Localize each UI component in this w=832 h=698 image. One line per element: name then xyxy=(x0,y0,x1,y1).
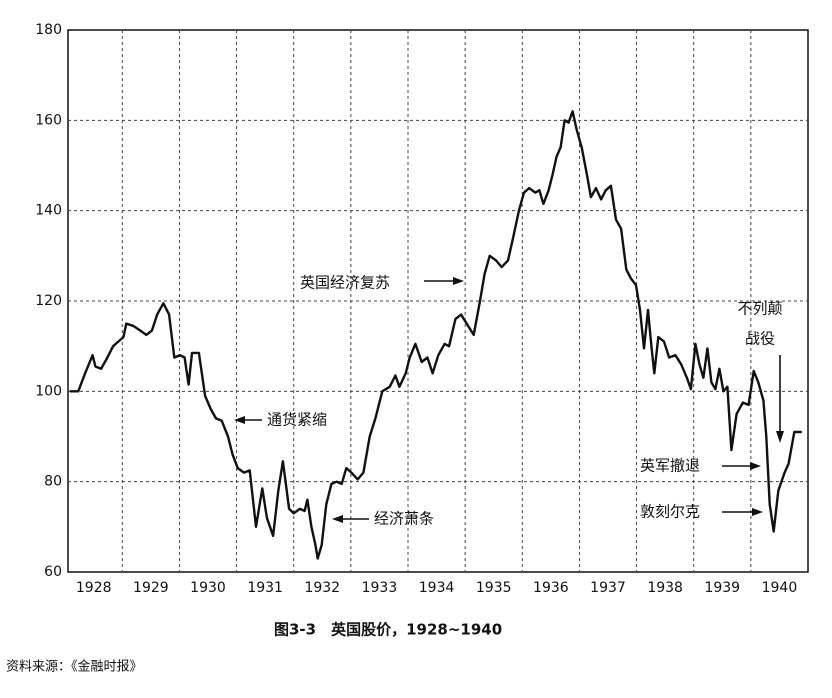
annotation: 英国经济复苏 xyxy=(300,274,390,292)
annotation: 通货紧缩 xyxy=(267,411,327,429)
arrow-head xyxy=(332,515,343,523)
y-tick-label: 180 xyxy=(35,22,62,38)
series xyxy=(69,110,802,560)
x-tick-label: 1928 xyxy=(76,580,112,596)
x-tick-label: 1933 xyxy=(362,580,398,596)
arrow-head xyxy=(776,431,784,443)
x-tick-label: 1931 xyxy=(247,580,283,596)
annotation: 战役 xyxy=(745,330,775,348)
y-tick-label: 80 xyxy=(44,474,62,490)
arrow-head xyxy=(453,277,464,285)
arrow-head xyxy=(750,462,761,470)
annotation: 不列颠 xyxy=(737,300,782,318)
x-tick-label: 1937 xyxy=(590,580,626,596)
line xyxy=(69,110,802,560)
y-tick-label: 160 xyxy=(35,112,62,128)
x-tick-label: 1939 xyxy=(704,580,740,596)
x-tick-label: 1936 xyxy=(533,580,569,596)
x-tick-label: 1940 xyxy=(762,580,798,596)
y-tick-label: 100 xyxy=(35,383,62,399)
caption: 图3-3 英国股价，1928~1940 xyxy=(274,621,502,639)
x-tick-label: 1935 xyxy=(476,580,512,596)
y-tick-label: 60 xyxy=(44,564,62,580)
x-tick-label: 1934 xyxy=(419,580,455,596)
arrow-head xyxy=(752,508,763,516)
x-tick-label: 1932 xyxy=(304,580,340,596)
grid xyxy=(68,30,808,572)
x-tick-label: 1930 xyxy=(190,580,226,596)
annotation: 经济萧条 xyxy=(374,510,434,528)
arrow-head xyxy=(234,416,245,424)
x-tick-label: 1929 xyxy=(133,580,169,596)
annotations: 英国经济复苏 通货紧缩 经济萧条 不列颠 战役 英军撤退 敦刻尔克 xyxy=(234,274,784,528)
annotation: 英军撤退 xyxy=(640,457,700,475)
y-tick-label: 140 xyxy=(35,203,62,219)
source: 资料来源：《金融时报》 xyxy=(6,659,143,675)
y-tick-label: 120 xyxy=(35,293,62,309)
annotation: 敦刻尔克 xyxy=(640,503,700,521)
x-tick-label: 1938 xyxy=(647,580,683,596)
